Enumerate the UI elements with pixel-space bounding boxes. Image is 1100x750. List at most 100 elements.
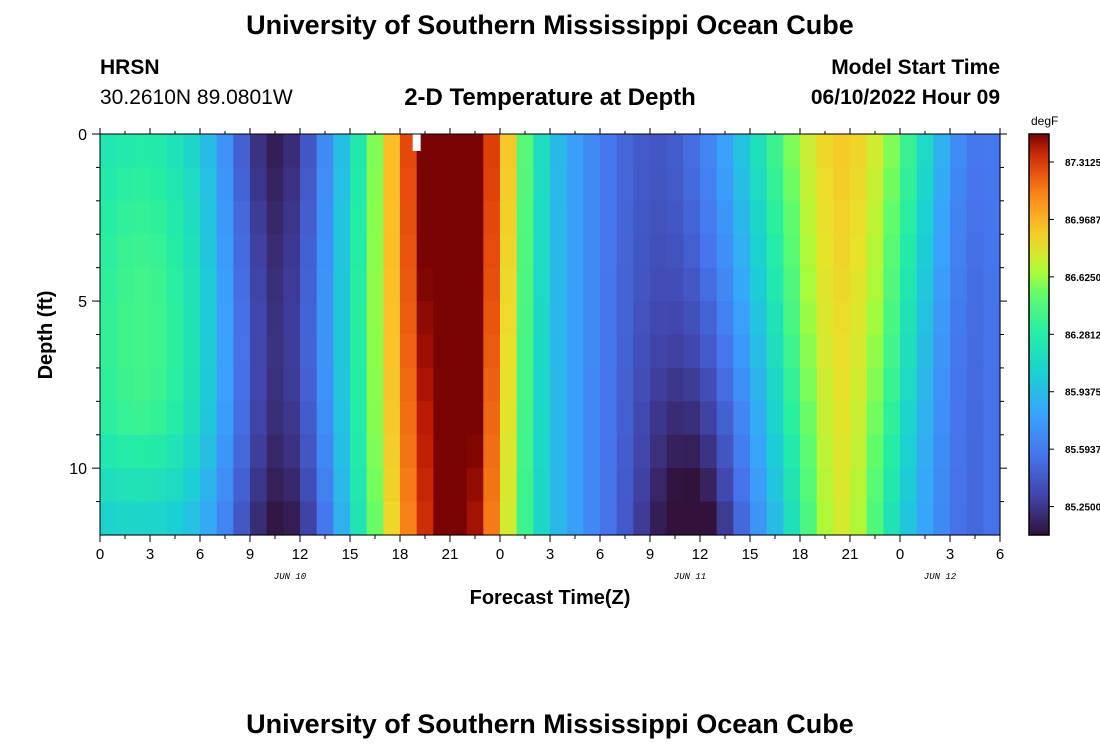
heatmap-cell: [650, 167, 668, 202]
heatmap-cell: [100, 200, 118, 235]
heatmap-cell: [833, 301, 851, 336]
heatmap-cell: [300, 234, 318, 269]
x-tick-label: 21: [442, 546, 459, 563]
heatmap-cell: [300, 134, 318, 169]
heatmap-cell: [333, 267, 351, 302]
heatmap-cell: [450, 401, 468, 436]
heatmap-cell: [833, 167, 851, 202]
heatmap-cell: [300, 334, 318, 369]
heatmap-cell: [533, 334, 551, 369]
heatmap-cell: [650, 434, 668, 469]
heatmap-cell: [100, 468, 118, 503]
heatmap-chart: 0 3 6 9 12 15 18 21 0 3 6 9 12 15 18 21 0 3 6 JUN 10 JUN 11 J…: [35, 114, 1100, 609]
heatmap-cell: [133, 267, 151, 302]
heatmap-cell: [683, 200, 701, 235]
heatmap-cell: [983, 501, 1001, 536]
heatmap-cell: [400, 401, 418, 436]
heatmap-cell: [550, 434, 568, 469]
heatmap-cell: [316, 301, 334, 336]
heatmap-cell: [983, 234, 1001, 269]
heatmap-cell: [316, 401, 334, 436]
heatmap-cell: [850, 434, 868, 469]
heatmap-cell: [150, 134, 168, 169]
heatmap-cell: [250, 434, 268, 469]
heatmap-cell: [883, 501, 901, 536]
heatmap-cell: [583, 434, 601, 469]
heatmap-cell: [783, 334, 801, 369]
heatmap-cell: [466, 334, 484, 369]
heatmap-cell: [783, 267, 801, 302]
heatmap-cell: [633, 501, 651, 536]
heatmap-cell: [383, 334, 401, 369]
heatmap-cell: [416, 134, 434, 169]
heatmap-cell: [883, 401, 901, 436]
heatmap-cell: [416, 468, 434, 503]
heatmap-cell: [366, 367, 384, 402]
heatmap-cell: [766, 200, 784, 235]
heatmap-cell: [633, 267, 651, 302]
heatmap-cell: [900, 200, 918, 235]
heatmap-cell: [750, 234, 768, 269]
heatmap-cell: [600, 301, 618, 336]
heatmap-cell: [783, 501, 801, 536]
heatmap-cell: [500, 468, 518, 503]
heatmap-cell: [616, 468, 634, 503]
heatmap-cell: [533, 267, 551, 302]
heatmap-cell: [150, 167, 168, 202]
heatmap-cell: [300, 267, 318, 302]
heatmap-cell: [516, 167, 534, 202]
heatmap-cell: [916, 501, 934, 536]
heatmap-cell: [333, 167, 351, 202]
heatmap-cell: [450, 468, 468, 503]
heatmap-cell: [466, 167, 484, 202]
heatmap-cell: [383, 301, 401, 336]
heatmap-cell: [283, 267, 301, 302]
heatmap-cell: [833, 434, 851, 469]
heatmap-cell: [700, 167, 718, 202]
heatmap-cell: [916, 134, 934, 169]
heatmap-cell: [133, 167, 151, 202]
heatmap-cell: [866, 134, 884, 169]
heatmap-cell: [750, 501, 768, 536]
heatmap-cell: [733, 200, 751, 235]
heatmap-cell: [533, 367, 551, 402]
heatmap-cell: [483, 334, 501, 369]
heatmap-cell: [416, 234, 434, 269]
y-tick-label: 10: [69, 461, 87, 478]
heatmap-cell: [700, 267, 718, 302]
model-start-label: Model Start Time: [831, 56, 1000, 79]
heatmap-cell: [300, 501, 318, 536]
heatmap-cell: [283, 334, 301, 369]
heatmap-cell: [333, 501, 351, 536]
heatmap-cell: [533, 501, 551, 536]
heatmap-cell: [833, 468, 851, 503]
heatmap-cell: [800, 234, 818, 269]
heatmap-cell: [800, 468, 818, 503]
heatmap-cell: [816, 401, 834, 436]
heatmap-cell: [650, 334, 668, 369]
heatmap-cell: [950, 501, 968, 536]
heatmap-cell: [466, 367, 484, 402]
x-tick-label: 3: [146, 546, 154, 563]
heatmap-cell: [233, 468, 251, 503]
heatmap-cell: [483, 367, 501, 402]
heatmap-cell: [633, 134, 651, 169]
heatmap-cell: [850, 234, 868, 269]
heatmap-cell: [150, 200, 168, 235]
heatmap-cell: [600, 200, 618, 235]
heatmap-cell: [800, 200, 818, 235]
heatmap-cell: [700, 301, 718, 336]
heatmap-cell: [650, 267, 668, 302]
heatmap-cell: [500, 267, 518, 302]
heatmap-cell: [566, 134, 584, 169]
heatmap-cell: [150, 401, 168, 436]
heatmap-cell: [833, 234, 851, 269]
heatmap-cell: [633, 468, 651, 503]
heatmap-cell: [516, 501, 534, 536]
heatmap-cell: [783, 234, 801, 269]
heatmap-cell: [650, 401, 668, 436]
heatmap-cell: [166, 134, 184, 169]
heatmap-cell: [566, 501, 584, 536]
heatmap-cell: [100, 301, 118, 336]
heatmap-cell: [433, 200, 451, 235]
